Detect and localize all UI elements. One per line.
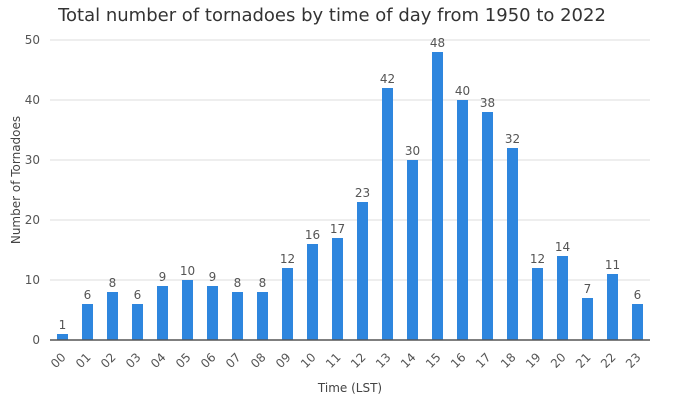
data-label: 11 <box>605 258 620 272</box>
bar <box>307 244 318 340</box>
data-label: 10 <box>180 264 195 278</box>
y-tick-label: 50 <box>25 33 40 47</box>
data-label: 32 <box>505 132 520 146</box>
data-label: 6 <box>134 288 142 302</box>
bar <box>182 280 193 340</box>
bar <box>357 202 368 340</box>
data-label: 6 <box>84 288 92 302</box>
x-tick-label: 02 <box>98 350 119 371</box>
data-label: 1 <box>59 318 67 332</box>
y-tick-label: 0 <box>32 333 40 347</box>
data-label: 6 <box>634 288 642 302</box>
x-tick-label: 01 <box>73 350 94 371</box>
x-tick-label: 05 <box>173 350 194 371</box>
x-tick-label: 21 <box>573 350 594 371</box>
bar <box>332 238 343 340</box>
x-tick-label: 23 <box>623 350 644 371</box>
data-label: 30 <box>405 144 420 158</box>
data-label: 8 <box>234 276 242 290</box>
data-label: 8 <box>109 276 117 290</box>
data-label: 42 <box>380 72 395 86</box>
y-tick-label: 10 <box>25 273 40 287</box>
bar <box>282 268 293 340</box>
bar <box>632 304 643 340</box>
x-tick-label: 10 <box>298 350 319 371</box>
data-label: 23 <box>355 186 370 200</box>
x-tick-label: 04 <box>148 350 169 371</box>
bar <box>57 334 68 340</box>
bar <box>457 100 468 340</box>
x-tick-label: 16 <box>448 350 469 371</box>
data-label: 9 <box>209 270 217 284</box>
y-tick-label: 30 <box>25 153 40 167</box>
y-tick-label: 40 <box>25 93 40 107</box>
x-tick-label: 18 <box>498 350 519 371</box>
data-label: 7 <box>584 282 592 296</box>
data-label: 38 <box>480 96 495 110</box>
chart-title: Total number of tornadoes by time of day… <box>57 5 606 26</box>
bar <box>607 274 618 340</box>
x-tick-label: 17 <box>473 350 494 371</box>
bar <box>132 304 143 340</box>
data-label: 16 <box>305 228 320 242</box>
bar <box>382 88 393 340</box>
y-tick-label: 20 <box>25 213 40 227</box>
bar <box>582 298 593 340</box>
x-tick-label: 06 <box>198 350 219 371</box>
data-label: 48 <box>430 36 445 50</box>
x-tick-label: 03 <box>123 350 144 371</box>
data-label: 12 <box>280 252 295 266</box>
bar <box>207 286 218 340</box>
bar <box>532 268 543 340</box>
x-tick-label: 20 <box>548 350 569 371</box>
x-tick-label: 00 <box>48 350 69 371</box>
bar <box>507 148 518 340</box>
x-tick-label: 08 <box>248 350 269 371</box>
x-tick-label: 19 <box>523 350 544 371</box>
data-label: 8 <box>259 276 267 290</box>
bar <box>482 112 493 340</box>
data-label: 40 <box>455 84 470 98</box>
x-tick-label: 09 <box>273 350 294 371</box>
x-tick-label: 12 <box>348 350 369 371</box>
x-tick-label: 11 <box>323 350 344 371</box>
x-tick-label: 13 <box>373 350 394 371</box>
x-tick-label: 07 <box>223 350 244 371</box>
bar <box>407 160 418 340</box>
bar <box>557 256 568 340</box>
x-axis-label: Time (LST) <box>317 381 382 395</box>
data-label: 12 <box>530 252 545 266</box>
y-axis-label: Number of Tornadoes <box>9 116 23 244</box>
bar <box>82 304 93 340</box>
bar <box>107 292 118 340</box>
x-tick-label: 15 <box>423 350 444 371</box>
bar <box>232 292 243 340</box>
x-tick-label: 22 <box>598 350 619 371</box>
data-label: 14 <box>555 240 570 254</box>
x-tick-label: 14 <box>398 350 419 371</box>
data-label: 17 <box>330 222 345 236</box>
bar <box>432 52 443 340</box>
bar <box>257 292 268 340</box>
data-label: 9 <box>159 270 167 284</box>
bar <box>157 286 168 340</box>
